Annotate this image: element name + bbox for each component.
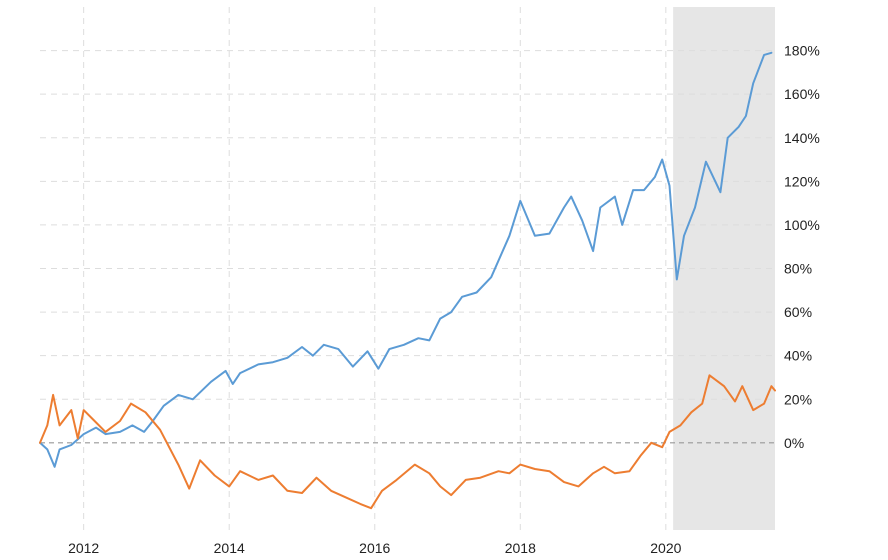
y-tick-labels: 0% 20% 40% 60% 80% 100% 120% 140% 160% 180%	[784, 43, 820, 451]
y-tick-label: 20%	[784, 391, 812, 407]
x-tick-label: 2012	[68, 540, 99, 556]
grid-layer	[40, 7, 775, 530]
y-tick-label: 0%	[784, 435, 804, 451]
y-tick-label: 180%	[784, 43, 820, 59]
y-tick-label: 100%	[784, 217, 820, 233]
series-line-1	[39, 51, 773, 468]
series-line-2	[39, 374, 776, 510]
series-layer	[39, 51, 776, 510]
x-tick-labels: 2012 2014 2016 2018 2020	[68, 540, 682, 556]
x-tick-label: 2020	[650, 540, 681, 556]
y-tick-label: 120%	[784, 173, 820, 189]
x-tick-label: 2014	[214, 540, 245, 556]
x-tick-label: 2018	[505, 540, 536, 556]
x-tick-label: 2016	[359, 540, 390, 556]
y-tick-label: 140%	[784, 130, 820, 146]
y-tick-label: 40%	[784, 348, 812, 364]
y-tick-label: 160%	[784, 86, 820, 102]
y-tick-label: 60%	[784, 304, 812, 320]
y-tick-label: 80%	[784, 261, 812, 277]
